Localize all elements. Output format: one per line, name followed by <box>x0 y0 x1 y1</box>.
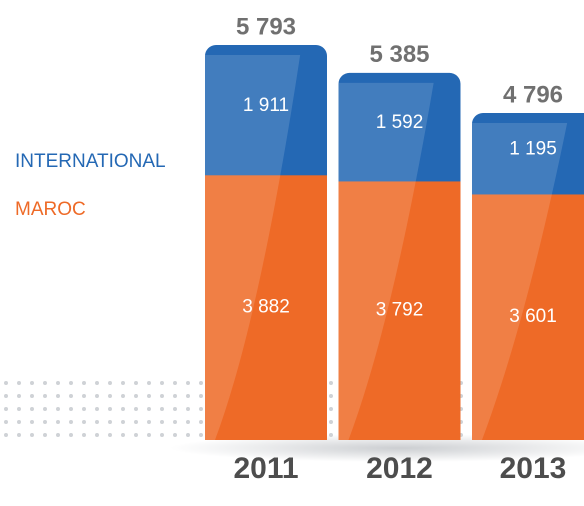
bar-shine <box>472 122 568 440</box>
bar-segment <box>205 175 327 440</box>
value-label: 3 792 <box>376 300 424 321</box>
x-tick-label: 2013 <box>500 452 567 485</box>
bar-shine <box>338 82 434 440</box>
value-label: 1 592 <box>376 112 424 133</box>
legend-label: INTERNATIONAL <box>15 151 166 172</box>
value-label: 1 911 <box>243 95 289 116</box>
bar-segment <box>338 181 461 440</box>
bar-segment <box>472 112 584 209</box>
legend-label: MAROC <box>15 199 86 220</box>
value-label: 1 195 <box>509 139 557 160</box>
bar-shine <box>205 55 301 440</box>
bar-segment <box>205 45 327 190</box>
total-label: 5 793 <box>236 13 296 40</box>
bar-shadow <box>170 434 584 462</box>
total-label: 4 796 <box>503 81 563 108</box>
bar-segment <box>472 194 584 440</box>
x-tick-label: 2011 <box>233 452 298 485</box>
value-label: 3 882 <box>242 297 290 318</box>
bar-segment <box>338 72 461 196</box>
total-label: 5 385 <box>369 41 429 68</box>
value-label: 3 601 <box>509 306 557 327</box>
x-tick-label: 2012 <box>366 452 433 485</box>
